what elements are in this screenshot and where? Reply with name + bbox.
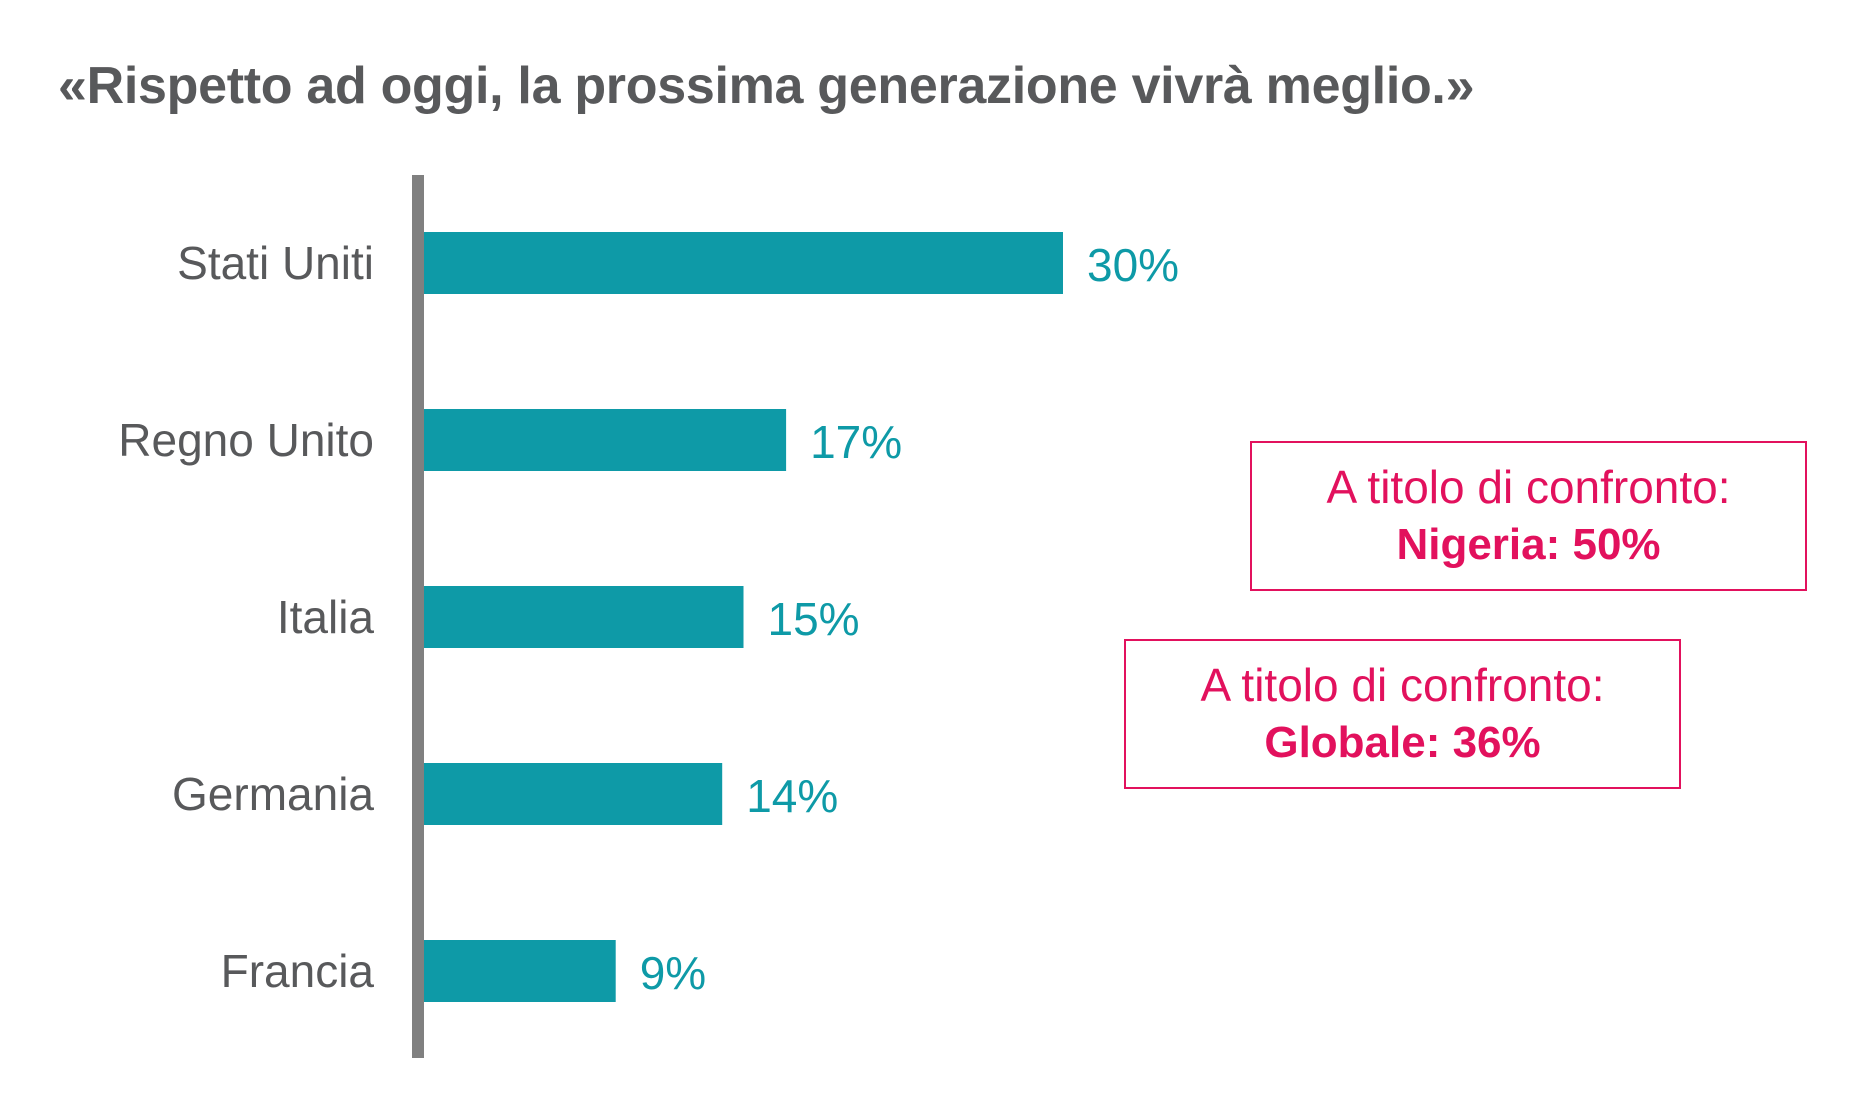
category-label: Italia [277, 591, 375, 643]
callout-value: Nigeria: 50% [1396, 520, 1661, 569]
comparison-callout-nigeria: A titolo di confronto: Nigeria: 50% [1250, 441, 1807, 591]
value-label: 15% [768, 593, 860, 645]
bar-1 [424, 409, 787, 471]
category-label: Germania [172, 768, 374, 820]
category-label: Francia [221, 945, 375, 997]
callout-value: Globale: 36% [1264, 718, 1541, 767]
chart-title: «Rispetto ad oggi, la prossima generazio… [58, 57, 1475, 115]
bar-4 [424, 940, 616, 1002]
value-label: 17% [810, 416, 902, 468]
value-label: 30% [1087, 239, 1179, 291]
comparison-callout-global: A titolo di confronto: Globale: 36% [1124, 639, 1681, 789]
callout-caption: A titolo di confronto: [1326, 461, 1731, 513]
category-label: Regno Unito [118, 414, 374, 466]
callout-caption: A titolo di confronto: [1200, 659, 1605, 711]
value-label: 9% [640, 947, 706, 999]
bar-2 [424, 586, 744, 648]
bar-3 [424, 763, 723, 825]
category-label: Stati Uniti [177, 237, 374, 289]
value-label: 14% [746, 770, 838, 822]
bar-0 [424, 232, 1063, 294]
